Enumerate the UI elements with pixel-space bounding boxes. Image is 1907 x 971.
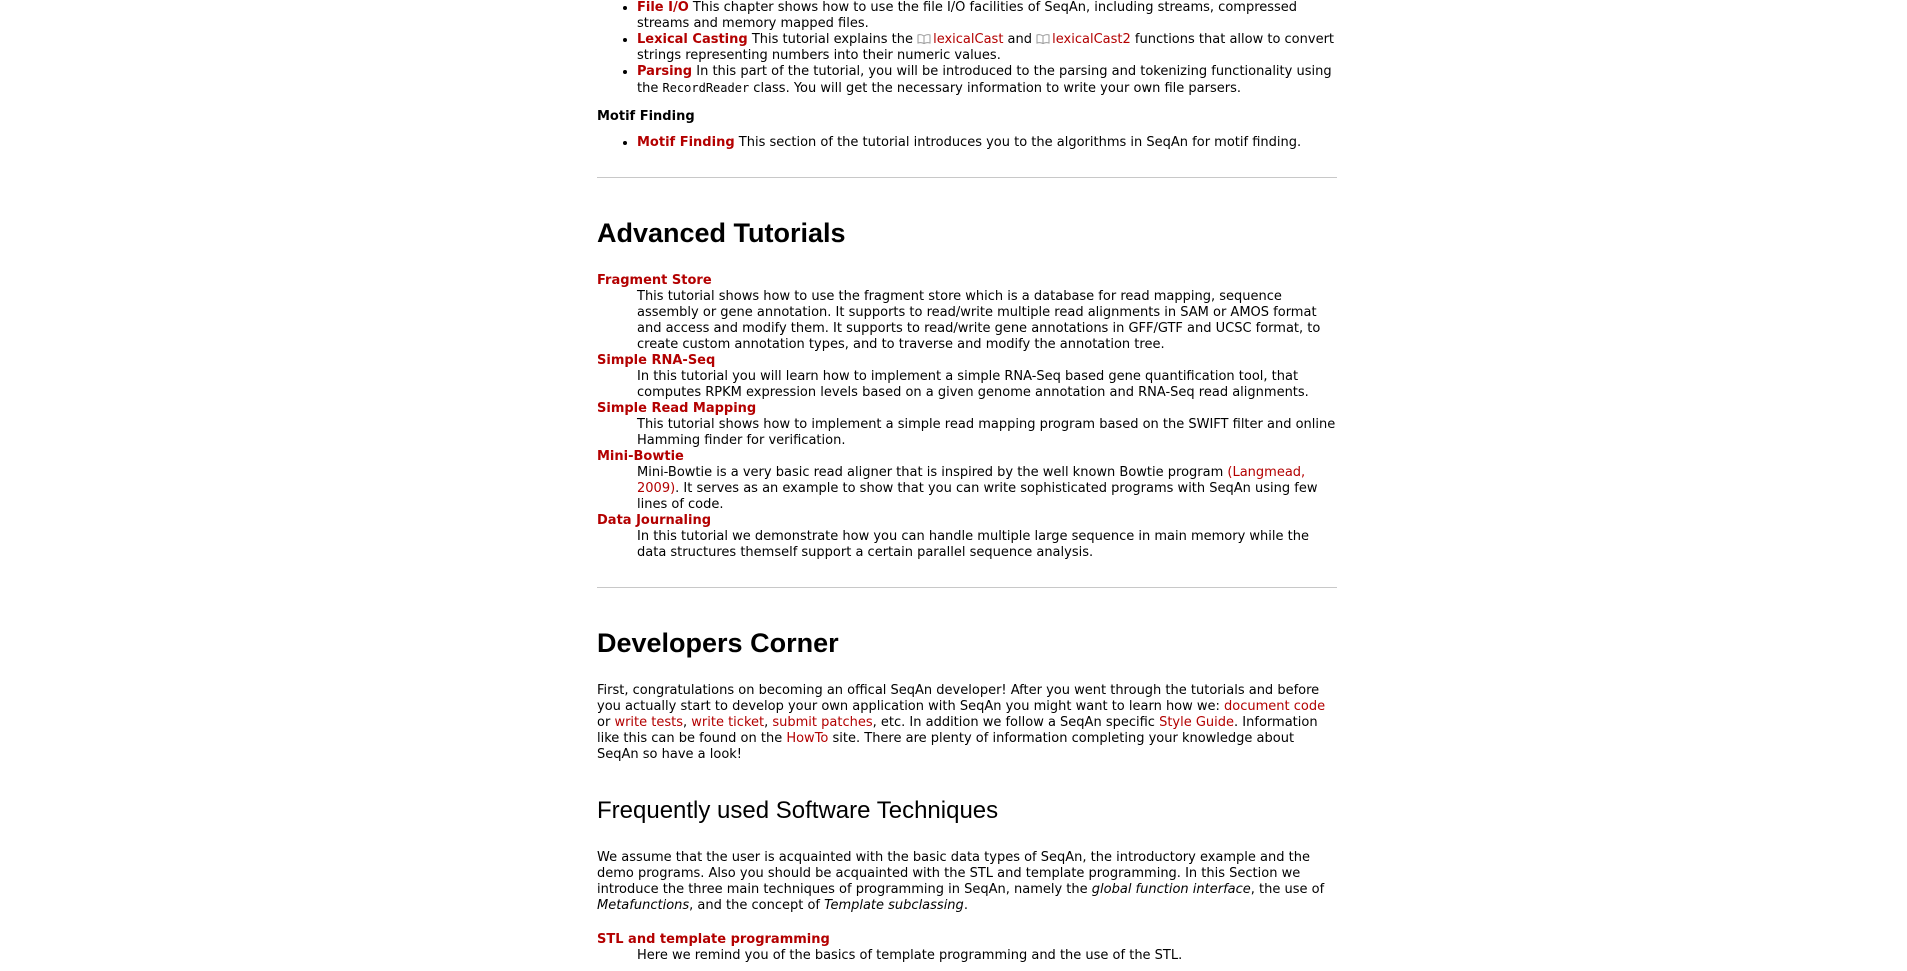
list-item-text: In this part of the tutorial, you will b… [637,64,1332,96]
lexicalcast-link[interactable]: lexicalCast [933,32,1004,47]
list-item: Parsing In this part of the tutorial, yo… [637,64,1337,97]
definition-term: Fragment Store [597,273,1337,289]
lexical-casting-link[interactable]: Lexical Casting [637,32,748,47]
data-journaling-link[interactable]: Data Journaling [597,513,712,528]
definition-text: This tutorial shows how to implement a s… [637,417,1336,448]
paragraph-text: First, congratulations on becoming an of… [597,683,1320,714]
simple-read-mapping-link[interactable]: Simple Read Mapping [597,401,757,416]
simple-rna-seq-link[interactable]: Simple RNA-Seq [597,353,716,368]
definition-term: Simple Read Mapping [597,401,1337,417]
techniques-paragraph: We assume that the user is acquainted wi… [597,850,1337,914]
list-item: Lexical Casting This tutorial explains t… [637,32,1337,64]
intro-tutorial-list: File I/O This chapter shows how to use t… [597,0,1337,97]
paragraph-text: , and the concept of [689,898,825,913]
fragment-store-link[interactable]: Fragment Store [597,273,712,288]
developers-paragraph: First, congratulations on becoming an of… [597,683,1337,763]
code-recordreader: RecordReader [662,81,750,95]
list-item-text: functions that allow to convert strings … [637,32,1335,63]
style-guide-link[interactable]: Style Guide [1159,715,1235,730]
definition-text: This tutorial shows how to use the fragm… [637,289,1321,352]
section-divider [597,177,1337,178]
list-item-text: This tutorial explains the [747,32,918,47]
file-io-link[interactable]: File I/O [637,0,689,15]
emphasis-text: Template subclassing [824,898,964,913]
techniques-list: STL and template programming Here we rem… [597,932,1337,964]
write-tests-link[interactable]: write tests [614,715,683,730]
paragraph-text: , the use of [1250,882,1325,897]
book-icon [917,34,931,44]
definition-term: Simple RNA-Seq [597,353,1337,369]
definition-text-part: Mini-Bowtie is a very basic read aligner… [637,465,1228,480]
definition-term: Data Journaling [597,513,1337,529]
definition-text: Here we remind you of the basics of temp… [637,948,1183,963]
paragraph-text: . Information like this can be found on … [597,715,1318,746]
paragraph-text: , etc. In addition we follow a SeqAn spe… [872,715,1160,730]
list-item-text: This chapter shows how to use the file I… [637,0,1298,31]
emphasis-text: Metafunctions [597,898,690,913]
motif-list: Motif Finding This section of the tutori… [597,135,1337,151]
book-icon [1036,34,1050,44]
software-techniques-heading: Frequently used Software Techniques [597,797,999,824]
paragraph-text: , [764,715,773,730]
definition-text: In this tutorial you will learn how to i… [637,369,1309,400]
paragraph-text: or [597,715,615,730]
motif-finding-heading: Motif Finding [597,109,695,124]
mini-bowtie-link[interactable]: Mini-Bowtie [597,449,684,464]
lexicalcast2-link[interactable]: lexicalCast2 [1052,32,1131,47]
list-item: File I/O This chapter shows how to use t… [637,0,1337,32]
list-item-text: and [1003,32,1037,47]
stl-template-programming-link[interactable]: STL and template programming [597,932,830,947]
paragraph-text: , [683,715,692,730]
advanced-tutorials-heading: Advanced Tutorials [597,218,846,248]
list-item-text: This section of the tutorial introduces … [734,135,1302,150]
paragraph-text: site. There are plenty of information co… [597,731,1295,762]
definition-term: STL and template programming [597,932,1337,948]
advanced-tutorials-list: Fragment Store This tutorial shows how t… [597,273,1337,561]
paragraph-text: . [963,898,968,913]
document-code-link[interactable]: document code [1224,699,1326,714]
howto-link[interactable]: HowTo [786,731,829,746]
section-divider [597,587,1337,588]
motif-finding-link[interactable]: Motif Finding [637,135,735,150]
write-ticket-link[interactable]: write ticket [691,715,765,730]
emphasis-text: global function interface [1091,882,1251,897]
definition-text-part: . It serves as an example to show that y… [637,481,1318,512]
list-item: Motif Finding This section of the tutori… [637,135,1337,151]
langmead-citation-link[interactable]: (Langmead, 2009) [637,465,1306,496]
definition-term: Mini-Bowtie [597,449,1337,465]
submit-patches-link[interactable]: submit patches [772,715,873,730]
parsing-link[interactable]: Parsing [637,64,693,79]
definition-text: Mini-Bowtie is a very basic read aligner… [637,465,1337,513]
document-body: File I/O This chapter shows how to use t… [597,0,1337,964]
paragraph-text: We assume that the user is acquainted wi… [597,850,1310,897]
definition-text: In this tutorial we demonstrate how you … [637,529,1309,560]
developers-corner-heading: Developers Corner [597,628,839,658]
list-item-text: class. You will get the necessary inform… [749,81,1241,96]
